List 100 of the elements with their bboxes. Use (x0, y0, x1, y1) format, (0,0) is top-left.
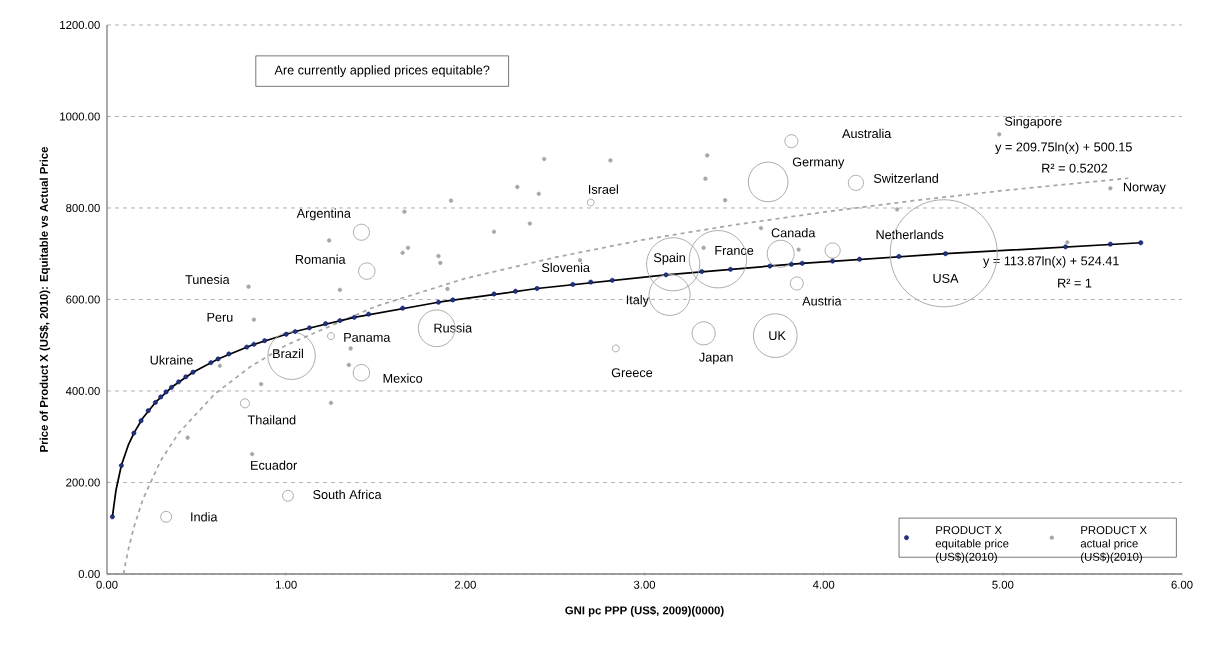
point (246, 284, 251, 289)
point (131, 430, 137, 436)
point (138, 418, 144, 424)
point (705, 153, 710, 158)
point (1063, 244, 1068, 250)
point (608, 158, 613, 163)
point (527, 221, 532, 226)
annotation: R² = 0.5202 (1042, 163, 1108, 173)
annotation: Tunesia (185, 274, 230, 285)
x-tick-label: 1.00 (276, 580, 297, 589)
point (513, 288, 518, 294)
point (307, 325, 312, 331)
point (215, 356, 221, 362)
point (244, 344, 250, 350)
annotation: Mexico (383, 373, 423, 383)
point (323, 321, 328, 327)
point (436, 253, 441, 259)
point (767, 263, 773, 269)
point (328, 400, 334, 406)
point (251, 341, 257, 347)
point (896, 254, 902, 259)
annotation: Russia (434, 323, 473, 333)
point (701, 245, 706, 250)
x-tick-label: 3.00 (633, 580, 656, 589)
y-tick-label: 1200.00 (60, 20, 100, 29)
point (337, 318, 343, 323)
point (609, 277, 615, 283)
x-tick-label: 5.00 (992, 580, 1014, 589)
annotation: UK (769, 331, 786, 341)
point (450, 297, 456, 303)
x-axis-title: GNI pc PPP (US$, 2009)(0000) (565, 605, 724, 617)
point (1108, 186, 1113, 191)
annotation: Norway (1123, 182, 1166, 194)
point (366, 311, 371, 317)
point (758, 225, 764, 231)
point (895, 207, 900, 212)
point (1065, 240, 1070, 245)
point (830, 258, 836, 264)
point (348, 346, 353, 351)
annotation: Thailand (247, 415, 296, 425)
point (943, 251, 948, 257)
annotation: Netherlands (876, 229, 944, 240)
annotation: Slovenia (541, 262, 590, 273)
y-tick-label: 1000.00 (60, 112, 100, 121)
point (796, 247, 801, 252)
point (438, 260, 443, 266)
point (799, 260, 805, 266)
point (250, 451, 255, 457)
y-tick-label: 800.00 (66, 203, 100, 212)
point (158, 394, 164, 400)
annotation: India (191, 512, 218, 522)
annotation: USA (933, 273, 959, 283)
annotation: Romania (295, 254, 346, 264)
x-tick-label: 2.00 (454, 580, 476, 589)
annotation: South Africa (313, 489, 382, 500)
point (436, 299, 441, 305)
point (491, 291, 497, 297)
annotation: Italy (626, 294, 649, 307)
annotation: y = 113.87ln(x) + 524.41 (983, 256, 1119, 268)
annotation: Ecuador (251, 460, 298, 470)
point (292, 329, 298, 334)
annotation: Panama (344, 333, 391, 342)
point (145, 408, 151, 414)
annotation: Spain (653, 252, 685, 265)
point (258, 381, 264, 387)
point (400, 250, 405, 255)
point (1138, 240, 1144, 246)
point (588, 279, 594, 285)
point (327, 238, 332, 243)
point (728, 266, 733, 272)
annotation: Switzerland (873, 173, 938, 183)
point (703, 176, 708, 181)
point (491, 229, 497, 234)
x-tick-label: 0.00 (96, 580, 118, 589)
annotation: Singapore (1005, 116, 1062, 129)
point (190, 369, 196, 375)
point (723, 198, 728, 203)
y-tick-label: 200.00 (66, 478, 100, 487)
annotation: R² = 1 (1058, 278, 1092, 288)
point (163, 389, 169, 395)
legend-label: PRODUCT X actual price (US$)(2010) (1080, 526, 1147, 564)
y-axis-title: Price of Product X (US$, 2010): Equitable vs Actual Price (39, 146, 51, 452)
y-tick-label: 0.00 (78, 569, 100, 578)
point (337, 287, 343, 293)
point (251, 317, 257, 322)
annotation: Austria (802, 296, 842, 306)
annotation: Brazil (273, 348, 303, 359)
point (351, 314, 357, 320)
point (217, 363, 223, 368)
point (445, 286, 450, 292)
point (534, 286, 540, 291)
annotation: Australia (842, 128, 892, 139)
point (176, 379, 182, 385)
legend-label: PRODUCT X equitable price (US$)(2010) (935, 526, 1009, 564)
point (663, 272, 669, 278)
point (857, 256, 862, 262)
x-tick-label: 6.00 (1171, 580, 1193, 589)
point (536, 191, 541, 196)
point (448, 198, 454, 203)
point (183, 374, 189, 380)
